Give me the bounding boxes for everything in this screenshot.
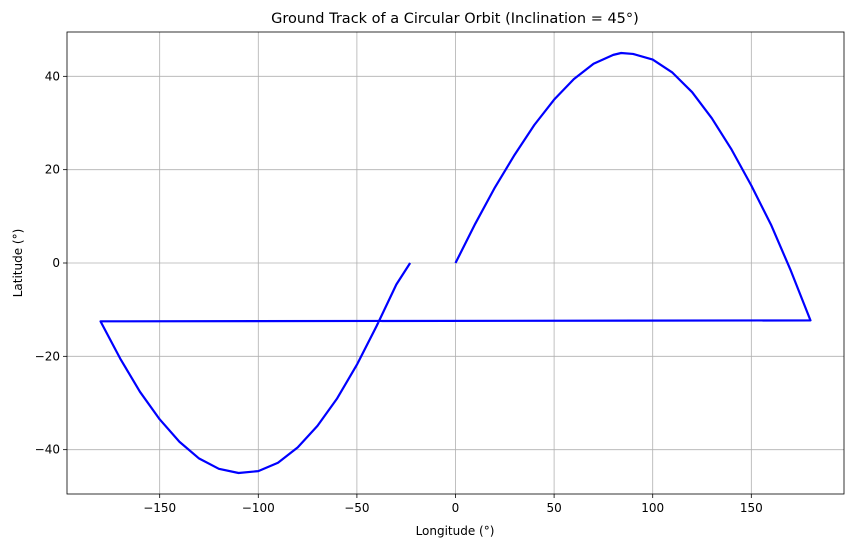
- y-tick-label: −20: [35, 349, 60, 363]
- x-tick-label: 100: [641, 501, 664, 515]
- chart-title: Ground Track of a Circular Orbit (Inclin…: [271, 11, 639, 27]
- axis-ticks: −150 −100 −50 0 50 100 150 −40 −20 0 20 40: [35, 69, 763, 515]
- y-tick-label: 0: [52, 256, 60, 270]
- x-tick-label: −150: [143, 501, 176, 515]
- y-tick-label: −40: [35, 443, 60, 457]
- x-tick-label: −100: [242, 501, 275, 515]
- grid: [67, 32, 844, 494]
- ground-track-line: [99, 51, 812, 475]
- x-axis-label: Longitude (°): [416, 524, 495, 538]
- y-tick-label: 20: [45, 163, 60, 177]
- series-layer: [99, 51, 812, 475]
- y-tick-label: 40: [45, 69, 60, 83]
- x-tick-label: 50: [546, 501, 561, 515]
- x-tick-label: 0: [452, 501, 460, 515]
- x-tick-label: 150: [740, 501, 763, 515]
- y-axis-label: Latitude (°): [11, 229, 25, 298]
- x-tick-label: −50: [344, 501, 369, 515]
- plot-frame: [66, 31, 845, 495]
